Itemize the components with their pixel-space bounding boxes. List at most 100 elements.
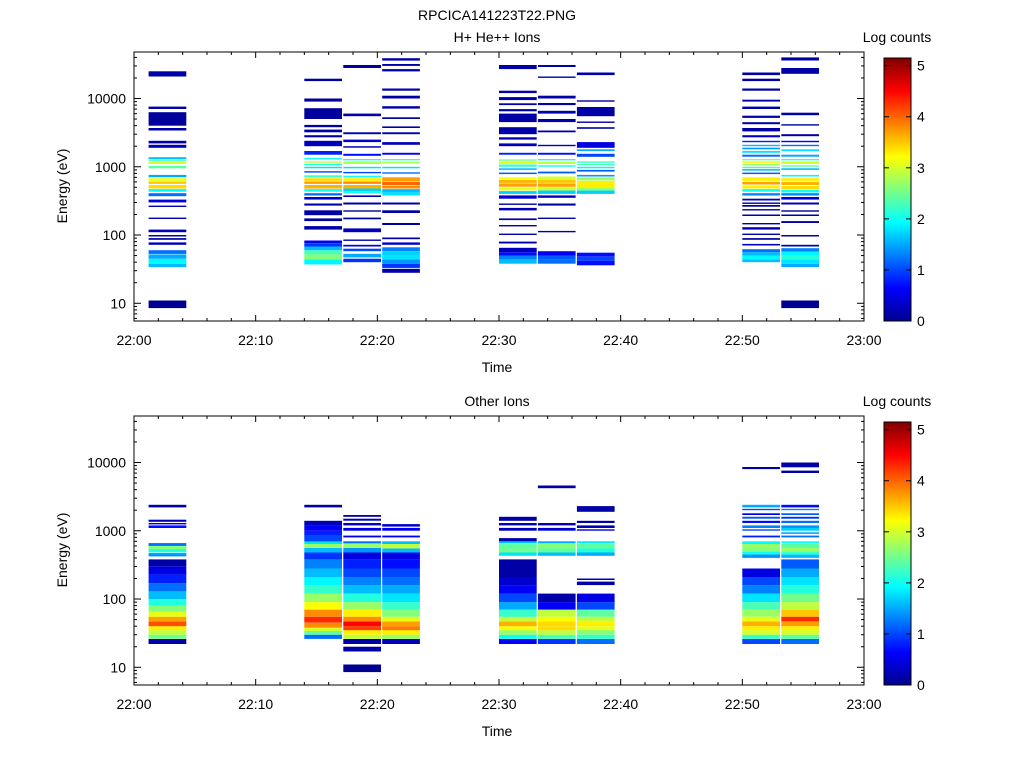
heatmap-cell	[343, 159, 381, 161]
heatmap-cell	[499, 207, 537, 211]
y-axis-label: Energy (eV)	[54, 513, 70, 588]
heatmap-cell	[148, 144, 187, 148]
heatmap-cell	[343, 248, 381, 252]
heatmap-cell	[537, 255, 576, 260]
heatmap-cell	[742, 568, 780, 577]
x-tick-label: 22:50	[725, 332, 760, 348]
heatmap-cell	[343, 626, 381, 631]
heatmap-cell	[148, 525, 187, 528]
heatmap-cell	[499, 630, 537, 635]
heatmap-cell	[382, 247, 420, 252]
heatmap-cell	[343, 239, 381, 241]
heatmap-cell	[576, 609, 615, 617]
heatmap-cell	[576, 183, 615, 188]
heatmap-cell	[742, 166, 780, 169]
heatmap-cell	[343, 65, 381, 68]
heatmap-cell	[382, 585, 420, 594]
heatmap-cell	[382, 268, 420, 273]
heatmap-cell	[499, 639, 537, 644]
heatmap-cell	[781, 178, 819, 181]
heatmap-cell	[742, 621, 780, 627]
heatmap-cell	[148, 543, 187, 546]
heatmap-cell	[576, 153, 615, 157]
y-tick-label: 100	[103, 591, 127, 607]
heatmap-cells	[148, 462, 819, 673]
heatmap-cell	[742, 189, 780, 192]
y-tick-label: 100	[103, 227, 127, 243]
heatmap-cell	[742, 128, 780, 132]
heatmap-cell	[537, 541, 576, 544]
heatmap-cell	[148, 161, 187, 164]
heatmap-cell	[537, 626, 576, 631]
heatmap-cell	[304, 124, 342, 128]
heatmap-cell	[343, 244, 381, 247]
heatmap-cell	[343, 217, 381, 220]
heatmap-cell	[499, 168, 537, 170]
heatmap-cell	[148, 254, 187, 259]
heatmap-cell	[343, 185, 381, 189]
heatmap-cell	[576, 639, 615, 644]
heatmap-cell	[304, 189, 342, 192]
heatmap-cell	[499, 152, 537, 155]
heatmap-cell	[537, 130, 576, 133]
heatmap-cell	[304, 98, 342, 102]
heatmap-cell	[576, 187, 615, 191]
heatmap-cell	[499, 541, 537, 544]
heatmap-cell	[576, 163, 615, 166]
heatmap-cell	[537, 110, 576, 114]
heatmap-cell	[382, 609, 420, 617]
heatmap-cell	[742, 602, 780, 610]
heatmap-cell	[781, 181, 819, 185]
heatmap-cell	[382, 181, 420, 185]
heatmap-cell	[382, 185, 420, 189]
heatmap-cell	[742, 233, 780, 235]
heatmap-cell	[304, 627, 342, 631]
heatmap-cell	[742, 535, 780, 538]
heatmap-cell	[343, 541, 381, 544]
heatmap-cell	[499, 180, 537, 183]
heatmap-cell	[148, 242, 187, 245]
heatmap-cell	[781, 202, 819, 205]
heatmap-cell	[537, 639, 576, 644]
heatmap-cell	[742, 255, 780, 260]
heatmap-cell	[343, 171, 381, 174]
heatmap-cell	[382, 189, 420, 193]
heatmap-cell	[576, 602, 615, 610]
heatmap-cell	[537, 183, 576, 187]
heatmap-cell	[499, 247, 537, 253]
heatmap-cell	[382, 88, 420, 91]
heatmap-cell	[781, 585, 819, 594]
heatmap-cell	[304, 568, 342, 577]
heatmap-cell	[742, 106, 780, 109]
heatmap-cell	[742, 609, 780, 617]
heatmap-cell	[742, 88, 780, 91]
y-axis-label: Energy (eV)	[54, 149, 70, 224]
heatmap-cell	[537, 259, 576, 264]
heatmap-cell	[742, 525, 780, 528]
colorbar-tick-label: 3	[917, 524, 925, 540]
heatmap-cell	[499, 195, 537, 199]
heatmap-cell	[304, 218, 342, 222]
heatmap-cell	[148, 71, 187, 77]
heatmap-cell	[304, 585, 342, 594]
heatmap-cell	[537, 630, 576, 635]
heatmap-cell	[382, 64, 420, 66]
heatmap-cell	[781, 616, 819, 622]
heatmap-cell	[499, 544, 537, 549]
heatmap-cell	[148, 523, 187, 525]
heatmap-cell	[742, 193, 780, 196]
heatmap-cell	[742, 616, 780, 622]
heatmap-cell	[148, 626, 187, 631]
heatmap-cell	[148, 193, 187, 197]
heatmap-cell	[781, 165, 819, 167]
heatmap-cell	[537, 621, 576, 627]
heatmap-cell	[576, 107, 615, 117]
heatmap-cell	[576, 166, 615, 169]
heatmap-cell	[742, 154, 780, 157]
heatmap-cell	[304, 151, 342, 155]
colorbar-label: Log counts	[863, 29, 932, 45]
heatmap-cell	[499, 113, 537, 123]
heatmap-cell	[742, 634, 780, 639]
heatmap-cell	[537, 485, 576, 489]
colorbar-tick-label: 5	[917, 58, 925, 74]
